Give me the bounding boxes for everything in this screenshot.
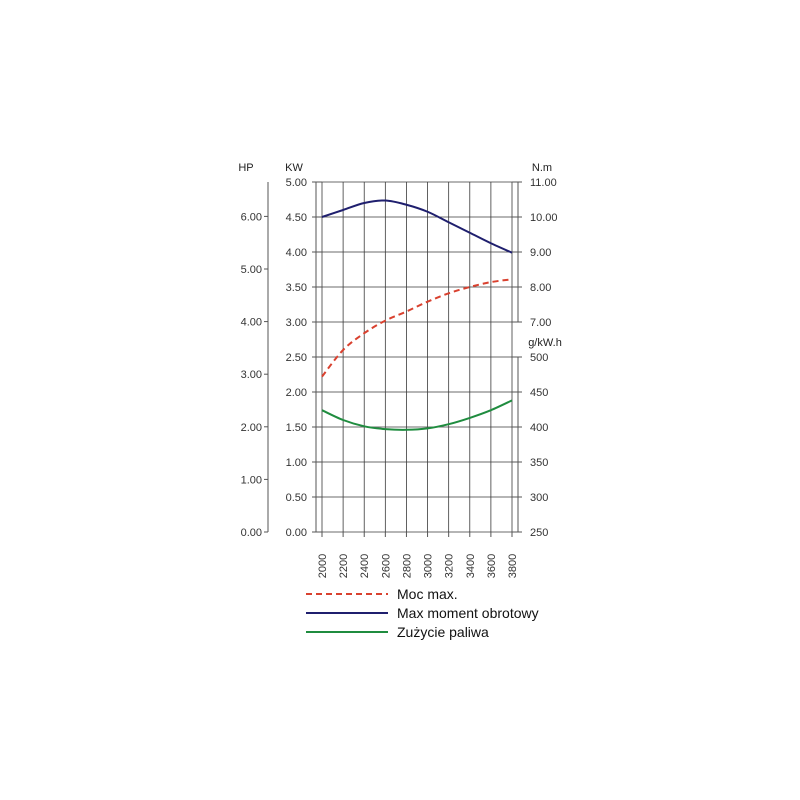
gkwh-tick-label: 450 [530, 387, 548, 399]
nm-axis-title: N.m [532, 162, 552, 174]
legend-label: Moc max. [397, 586, 458, 602]
legend-label: Zużycie paliwa [397, 624, 489, 640]
kw-tick-label: 4.00 [286, 247, 307, 259]
hp-tick-label: 2.00 [241, 422, 262, 434]
legend: Moc max. Max moment obrotowy Zużycie paliw… [306, 586, 539, 640]
x-tick-label: 3400 [465, 554, 477, 578]
x-axis: 2000 2200 2400 2600 2800 3000 3200 3400 3600 3800 [317, 532, 519, 578]
series-lines [321, 199, 513, 431]
grid [321, 181, 513, 533]
x-tick-label: 3600 [486, 554, 498, 578]
series-line [321, 199, 513, 254]
gkwh-axis: 250 300 350 400 450 500 [512, 352, 548, 539]
kw-tick-label: 2.00 [286, 387, 307, 399]
kw-tick-label: 1.50 [286, 422, 307, 434]
kw-tick-label: 3.00 [286, 317, 307, 329]
x-tick-label: 2000 [317, 554, 329, 578]
hp-tick-label: 1.00 [241, 474, 262, 486]
x-tick-label: 2600 [380, 554, 392, 578]
gkwh-tick-label: 300 [530, 492, 548, 504]
kw-tick-label: 2.50 [286, 352, 307, 364]
kw-tick-label: 5.00 [286, 177, 307, 189]
kw-tick-label: 1.00 [286, 457, 307, 469]
hp-tick-label: 4.00 [241, 317, 262, 329]
nm-tick-label: 7.00 [530, 317, 551, 329]
nm-axis: 7.00 8.00 9.00 10.00 11.00 [512, 177, 558, 329]
hp-tick-label: 6.00 [241, 211, 262, 223]
hp-tick-label: 0.00 [241, 527, 262, 539]
nm-tick-label: 11.00 [530, 177, 557, 189]
kw-tick-label: 0.00 [286, 527, 307, 539]
x-tick-label: 2200 [338, 554, 350, 578]
hp-axis-title: HP [238, 162, 253, 174]
x-tick-label: 3000 [423, 554, 435, 578]
nm-tick-label: 9.00 [530, 247, 551, 259]
series-line [321, 278, 513, 378]
gkwh-tick-label: 400 [530, 422, 548, 434]
kw-axis: 0.00 0.50 1.00 1.50 2.00 2.50 3.00 3.50 4.00 4.50… [286, 177, 322, 539]
x-tick-label: 2800 [401, 554, 413, 578]
legend-label: Max moment obrotowy [397, 605, 539, 621]
x-tick-label: 2400 [359, 554, 371, 578]
kw-axis-title: KW [285, 162, 303, 174]
series-line [321, 399, 513, 431]
hp-tick-label: 5.00 [241, 264, 262, 276]
nm-tick-label: 10.00 [530, 212, 558, 224]
gkwh-tick-label: 500 [530, 352, 548, 364]
hp-axis: 0.00 1.00 2.00 3.00 4.00 5.00 6.00 [241, 182, 269, 539]
kw-tick-label: 3.50 [286, 282, 307, 294]
kw-tick-label: 0.50 [286, 492, 307, 504]
gkwh-tick-label: 250 [530, 527, 548, 539]
gkwh-axis-title: g/kW.h [528, 337, 562, 349]
x-tick-label: 3200 [444, 554, 456, 578]
x-tick-label: 3800 [507, 554, 519, 578]
hp-tick-label: 3.00 [241, 369, 262, 381]
kw-tick-label: 4.50 [286, 212, 307, 224]
nm-tick-label: 8.00 [530, 282, 551, 294]
gkwh-tick-label: 350 [530, 457, 548, 469]
